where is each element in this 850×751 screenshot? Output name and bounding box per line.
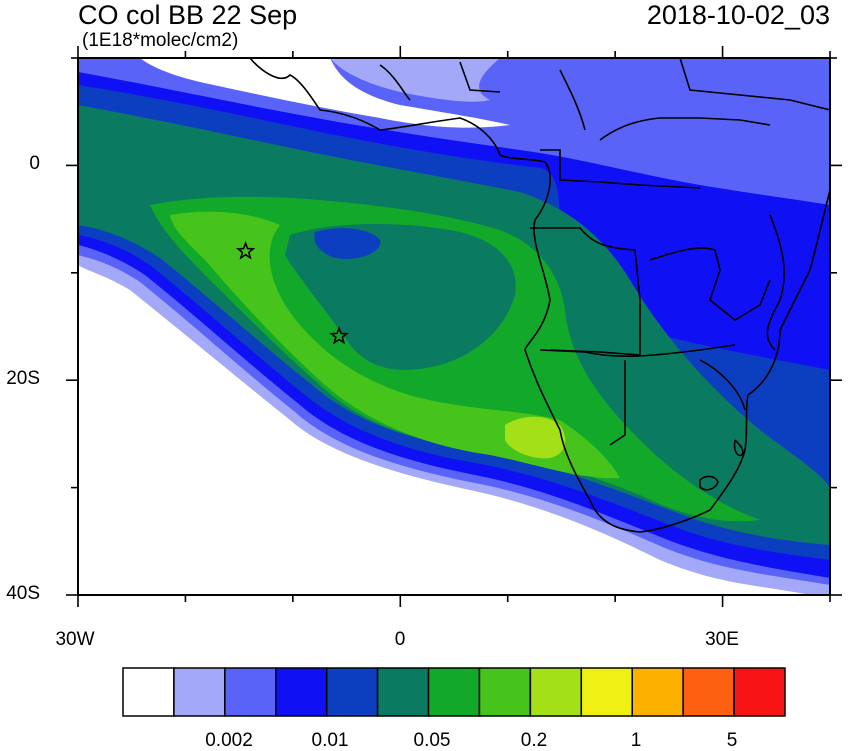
clean-air-patch (140, 58, 510, 128)
field-band-05 (505, 416, 566, 459)
colorbar-label-02: 0.2 (520, 730, 548, 751)
colorbar-label-005: 0.05 (413, 730, 451, 751)
colorbar-label-0002: 0.002 (205, 730, 253, 751)
colorbar-swatch-2 (224, 667, 277, 717)
colorbar-swatch-7 (478, 667, 532, 717)
y-label-0: 0 (29, 153, 40, 174)
plot-frame (77, 57, 831, 596)
star-marker-1 (235, 241, 256, 260)
colorbar-swatch-12 (733, 667, 786, 717)
axis-ticks (66, 46, 842, 607)
coastlines (249, 58, 830, 533)
x-label-30e: 30E (705, 629, 739, 650)
colorbar-swatch-11 (682, 667, 735, 717)
colorbar-swatch-3 (275, 667, 328, 717)
colorbar-label-001: 0.01 (311, 730, 349, 751)
colorbar-label-5: 5 (726, 730, 738, 751)
marker-layer (235, 241, 349, 345)
colorbar-swatch-1 (173, 667, 226, 717)
y-label-40s: 40S (6, 583, 40, 604)
clean-air-edge (330, 58, 500, 102)
units-label: (1E18*molec/cm2) (82, 30, 239, 51)
field-band-02 (170, 211, 620, 479)
colorbar-swatch-9 (580, 667, 633, 717)
colorbar (122, 667, 786, 717)
colorbar-label-1: 1 (630, 730, 642, 751)
y-label-20s: 20S (6, 368, 40, 389)
x-label-0: 0 (394, 629, 406, 650)
colorbar-swatch-6 (427, 667, 481, 717)
datetime-label: 2018-10-02_03 (646, 0, 830, 30)
star-marker-2 (329, 325, 349, 345)
map-title: CO col BB 22 Sep (78, 0, 298, 30)
co-field (78, 58, 830, 595)
field-band-inner-blue (314, 228, 381, 259)
colorbar-swatch-8 (529, 667, 583, 717)
colorbar-swatch-10 (631, 667, 684, 717)
colorbar-swatch-5 (376, 667, 430, 717)
x-label-30w: 30W (55, 629, 95, 650)
colorbar-swatch-4 (325, 667, 379, 717)
colorbar-swatch-0 (122, 667, 175, 717)
